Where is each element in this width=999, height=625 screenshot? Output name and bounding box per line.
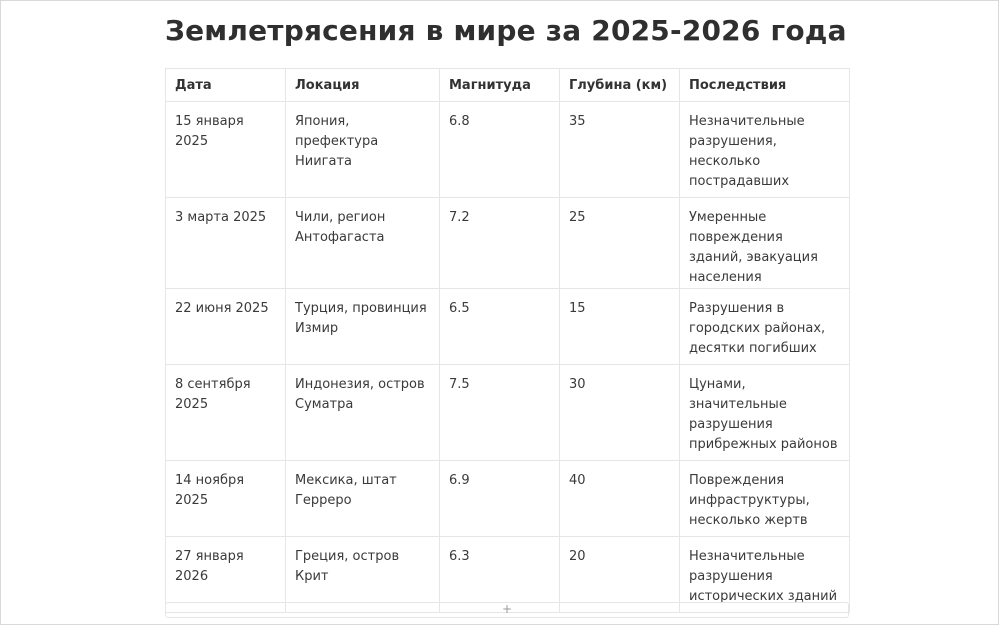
table-cell[interactable]: 35 xyxy=(559,101,680,198)
table-cell[interactable]: 25 xyxy=(559,197,680,289)
table-cell[interactable]: Турция, провинция Измир xyxy=(285,288,440,365)
table-row: 27 января 2026 Греция, остров Крит 6.3 20 Не… xyxy=(165,536,850,613)
table-cell[interactable]: 15 января 2025 xyxy=(165,101,286,198)
page-title: Землетрясения в мире за 2025-2026 года xyxy=(165,14,847,47)
table-cell[interactable]: 7.2 xyxy=(439,197,560,289)
table-cell[interactable]: 6.9 xyxy=(439,460,560,537)
table-cell[interactable]: Мексика, штат Герреро xyxy=(285,460,440,537)
table-cell[interactable]: Чили, регион Антофагаста xyxy=(285,197,440,289)
table-cell[interactable]: 15 xyxy=(559,288,680,365)
table-cell[interactable]: 14 ноября 2025 xyxy=(165,460,286,537)
add-row-button[interactable]: + xyxy=(165,602,849,618)
column-header[interactable]: Магнитуда xyxy=(439,68,560,102)
table-cell[interactable]: 8 сентября 2025 xyxy=(165,364,286,461)
table-cell[interactable]: Греция, остров Крит xyxy=(285,536,440,613)
table-row: 22 июня 2025 Турция, провинция Измир 6.5 15… xyxy=(165,288,850,365)
plus-icon: + xyxy=(501,602,513,616)
table-cell[interactable]: 3 марта 2025 xyxy=(165,197,286,289)
table-row: 14 ноября 2025 Мексика, штат Герреро 6.9 40… xyxy=(165,460,850,537)
table-cell[interactable]: Незначительные разрушения исторических з… xyxy=(679,536,850,613)
table-cell[interactable]: 40 xyxy=(559,460,680,537)
column-header[interactable]: Последствия xyxy=(679,68,850,102)
table-cell[interactable]: Незначительные разрушения, несколько пос… xyxy=(679,101,850,198)
table-cell[interactable]: 27 января 2026 xyxy=(165,536,286,613)
earthquakes-table: Дата Локация Магнитуда Глубина (км) Последст… xyxy=(165,68,850,613)
column-header[interactable]: Дата xyxy=(165,68,286,102)
column-header[interactable]: Глубина (км) xyxy=(559,68,680,102)
table-cell[interactable]: Цунами, значительные разрушения прибрежн… xyxy=(679,364,850,461)
table-row: 15 января 2025 Япония, префектура Ниигата… xyxy=(165,101,850,198)
table-cell[interactable]: 6.3 xyxy=(439,536,560,613)
table-cell[interactable]: Япония, префектура Ниигата xyxy=(285,101,440,198)
table-cell[interactable]: Умеренные повреждения зданий, эвакуация … xyxy=(679,197,850,289)
table-header-row: Дата Локация Магнитуда Глубина (км) Последст… xyxy=(165,68,850,102)
table-row: 8 сентября 2025 Индонезия, остров Суматра… xyxy=(165,364,850,461)
table-cell[interactable]: Разрушения в городских районах, десятки … xyxy=(679,288,850,365)
table-cell[interactable]: 6.5 xyxy=(439,288,560,365)
table-cell[interactable]: 30 xyxy=(559,364,680,461)
column-header[interactable]: Локация xyxy=(285,68,440,102)
table-cell[interactable]: 6.8 xyxy=(439,101,560,198)
table-cell[interactable]: 7.5 xyxy=(439,364,560,461)
table-cell[interactable]: Повреждения инфраструктуры, несколько же… xyxy=(679,460,850,537)
table-row: 3 марта 2025 Чили, регион Антофагаста 7.2 2… xyxy=(165,197,850,289)
table-cell[interactable]: Индонезия, остров Суматра xyxy=(285,364,440,461)
table-cell[interactable]: 20 xyxy=(559,536,680,613)
table-cell[interactable]: 22 июня 2025 xyxy=(165,288,286,365)
